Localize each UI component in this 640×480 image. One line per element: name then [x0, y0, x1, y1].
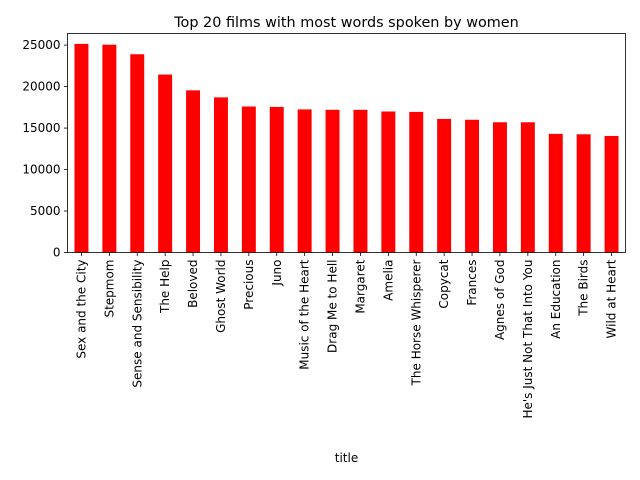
x-tick-label: Juno — [270, 260, 284, 287]
y-axis: 0 5000 10000 15000 20000 25000 — [22, 38, 68, 260]
bar — [548, 133, 563, 253]
x-tick-label: Precious — [242, 260, 256, 310]
x-tick-label: Music of the Heart — [298, 259, 312, 370]
y-tick-label: 20000 — [22, 80, 60, 94]
bar — [381, 111, 396, 253]
x-tick-label: Margaret — [353, 259, 367, 313]
bars-layer — [74, 43, 619, 253]
bar — [241, 106, 256, 253]
x-tick-label: Stepmom — [102, 260, 116, 318]
bar — [213, 97, 228, 253]
x-tick-label: Amelia — [381, 260, 395, 301]
x-tick-label: Frances — [465, 260, 479, 306]
x-tick-label: Ghost World — [214, 260, 228, 333]
bar — [158, 74, 173, 253]
bar — [409, 111, 424, 253]
x-tick-label: Agnes of God — [493, 260, 507, 341]
x-tick-label: Drag Me to Hell — [326, 260, 340, 353]
bar — [102, 44, 117, 253]
y-tick-label: 10000 — [22, 163, 60, 177]
bar — [604, 135, 619, 253]
bar — [492, 122, 507, 253]
bar — [325, 109, 340, 253]
x-tick-label: Sense and Sensibility — [130, 260, 144, 388]
x-tick-label: An Education — [549, 260, 563, 339]
x-tick-label: The Horse Whisperer — [409, 259, 423, 386]
x-axis: Sex and the City Stepmom Sense and Sensibi… — [74, 252, 619, 419]
x-axis-title: title — [335, 451, 358, 465]
bar — [520, 122, 535, 253]
y-tick-label: 5000 — [30, 204, 61, 218]
bar — [576, 134, 591, 253]
y-tick-label: 15000 — [22, 121, 60, 135]
x-tick-label: Beloved — [186, 260, 200, 308]
x-tick-label: The Help — [158, 260, 172, 315]
bar — [186, 90, 201, 253]
bar — [269, 106, 284, 253]
x-tick-label: The Birds — [577, 260, 591, 317]
bar — [74, 43, 89, 253]
bar — [465, 119, 480, 253]
bar — [297, 109, 312, 253]
plot-frame — [67, 33, 626, 253]
bar — [437, 118, 452, 253]
x-tick-label: Sex and the City — [74, 260, 88, 359]
y-tick-label: 0 — [53, 246, 61, 260]
bar — [130, 54, 145, 253]
x-tick-label: Copycat — [437, 259, 451, 308]
bar — [353, 109, 368, 253]
y-tick-label: 25000 — [22, 38, 60, 52]
chart-title: Top 20 films with most words spoken by w… — [173, 15, 519, 31]
x-tick-label: Wild at Heart — [605, 259, 619, 338]
x-tick-label: He's Just Not That Into You — [521, 260, 535, 419]
